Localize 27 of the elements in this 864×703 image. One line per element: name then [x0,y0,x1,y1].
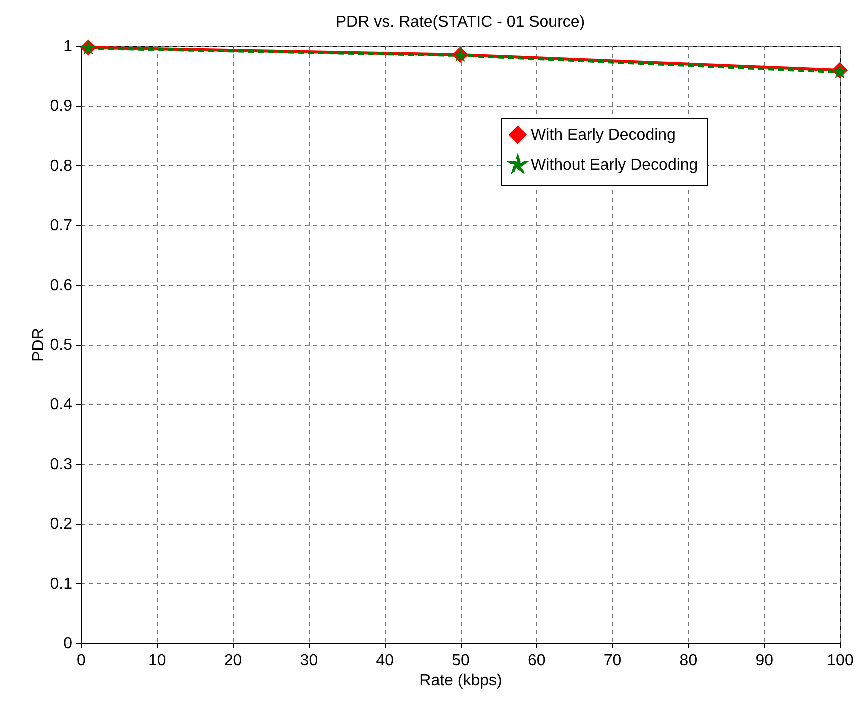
y-tick-label: 0.1 [50,576,73,593]
x-tick-label: 10 [148,652,166,670]
x-tick-label: 0 [77,652,86,670]
x-tick-label: 80 [680,652,698,670]
legend-label: With Early Decoding [531,127,676,144]
y-tick-label: 0.2 [50,516,73,534]
x-axis-title: Rate (kbps) [420,672,502,690]
chart-title: PDR vs. Rate(STATIC - 01 Source) [336,14,586,31]
y-tick-label: 0.8 [50,158,73,175]
y-tick-label: 0.9 [50,98,73,116]
y-tick-label: 0.3 [50,456,73,474]
y-tick-label: 0.7 [50,218,73,235]
x-tick-label: 70 [604,652,622,670]
x-tick-label: 50 [452,652,470,670]
legend-label: Without Early Decoding [531,157,698,174]
y-tick-label: 0 [64,636,73,652]
x-tick-label: 90 [756,652,774,670]
y-axis-title: PDR [30,328,48,362]
y-tick-label: 0.6 [50,277,73,294]
x-tick-label: 100 [827,652,854,670]
x-tick-label: 40 [376,652,394,670]
y-tick-label: 0.5 [50,337,73,354]
x-tick-label: 20 [224,652,242,670]
x-tick-label: 60 [528,652,546,670]
x-tick-label: 30 [300,652,318,670]
y-tick-label: 0.4 [50,396,73,414]
y-tick-label: 1 [64,38,73,56]
